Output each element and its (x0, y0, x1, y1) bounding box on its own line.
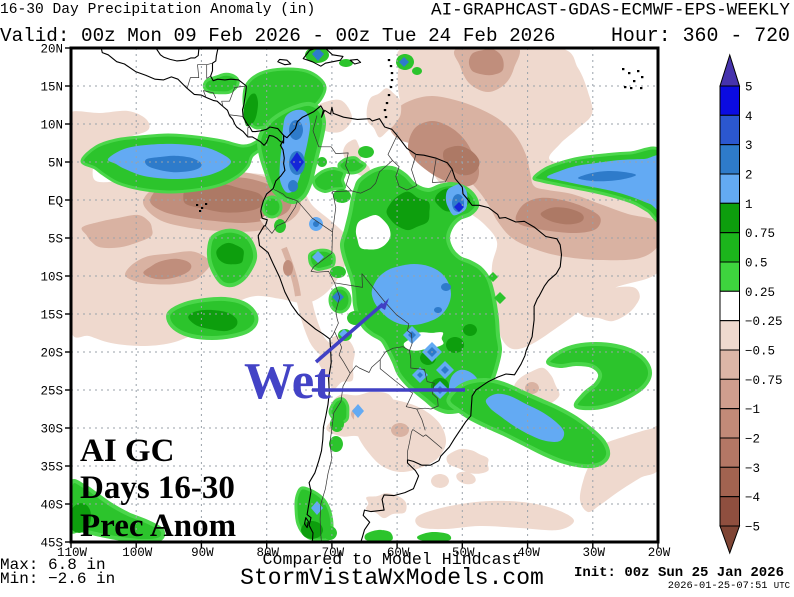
svg-text:60W: 60W (387, 546, 410, 560)
svg-text:Compared to Model Hindcast: Compared to Model Hindcast (263, 550, 522, 569)
svg-text:110W: 110W (57, 546, 88, 560)
svg-text:10N: 10N (40, 119, 63, 133)
svg-text:−0.75: −0.75 (745, 374, 783, 388)
svg-text:15S: 15S (40, 309, 63, 323)
svg-text:25S: 25S (40, 385, 63, 399)
svg-text:Wet: Wet (244, 353, 332, 410)
svg-text:Valid: 00z Mon 09 Feb 2026 - 0: Valid: 00z Mon 09 Feb 2026 - 00z Tue 24 … (0, 25, 555, 47)
svg-text:2: 2 (745, 169, 753, 183)
svg-text:1: 1 (745, 198, 753, 212)
svg-text:2026-01-25-07:51 UTC: 2026-01-25-07:51 UTC (668, 580, 791, 592)
svg-text:20S: 20S (40, 347, 63, 361)
svg-text:5S: 5S (48, 233, 63, 247)
svg-text:4: 4 (745, 110, 753, 124)
svg-text:EQ: EQ (48, 195, 63, 209)
svg-text:70W: 70W (322, 546, 345, 560)
svg-text:−4: −4 (745, 491, 760, 505)
svg-text:StormVistaWxModels.com: StormVistaWxModels.com (240, 565, 544, 591)
svg-text:100W: 100W (122, 546, 153, 560)
svg-text:AI-GRAPHCAST-GDAS-ECMWF-EPS-WE: AI-GRAPHCAST-GDAS-ECMWF-EPS-WEEKLY (431, 1, 790, 21)
svg-text:10S: 10S (40, 271, 63, 285)
svg-text:30W: 30W (583, 546, 606, 560)
svg-text:40S: 40S (40, 499, 63, 513)
svg-text:−0.5: −0.5 (745, 345, 775, 359)
svg-text:−2: −2 (745, 433, 760, 447)
svg-text:0.25: 0.25 (745, 286, 775, 300)
svg-text:40W: 40W (517, 546, 540, 560)
svg-text:30S: 30S (40, 423, 63, 437)
svg-text:AI GC: AI GC (80, 433, 174, 469)
svg-text:90W: 90W (191, 546, 214, 560)
svg-text:35S: 35S (40, 461, 63, 475)
svg-text:−3: −3 (745, 462, 760, 476)
svg-text:0.5: 0.5 (745, 257, 768, 271)
svg-text:Hour: 360 - 720: Hour: 360 - 720 (611, 24, 790, 47)
svg-text:5N: 5N (48, 157, 63, 171)
svg-text:−0.25: −0.25 (745, 315, 783, 329)
svg-text:80W: 80W (256, 546, 279, 560)
svg-text:Max: 6.8 in: Max: 6.8 in (0, 556, 106, 574)
svg-text:−5: −5 (745, 521, 760, 535)
svg-text:45S: 45S (40, 537, 63, 551)
svg-text:Prec Anom: Prec Anom (80, 508, 236, 544)
svg-text:0.75: 0.75 (745, 227, 775, 241)
svg-text:3: 3 (745, 139, 753, 153)
svg-text:Min: −2.6 in: Min: −2.6 in (0, 570, 115, 588)
svg-text:Init: 00z Sun 25 Jan 2026: Init: 00z Sun 25 Jan 2026 (574, 565, 784, 581)
svg-text:20W: 20W (648, 546, 671, 560)
svg-text:16-30 Day Precipitation Anomal: 16-30 Day Precipitation Anomaly (in) (0, 2, 315, 18)
svg-text:15N: 15N (40, 81, 63, 95)
svg-text:Days 16-30: Days 16-30 (80, 470, 235, 506)
svg-text:50W: 50W (452, 546, 475, 560)
svg-text:5: 5 (745, 81, 753, 95)
svg-text:20N: 20N (40, 43, 63, 57)
svg-text:−1: −1 (745, 403, 760, 417)
